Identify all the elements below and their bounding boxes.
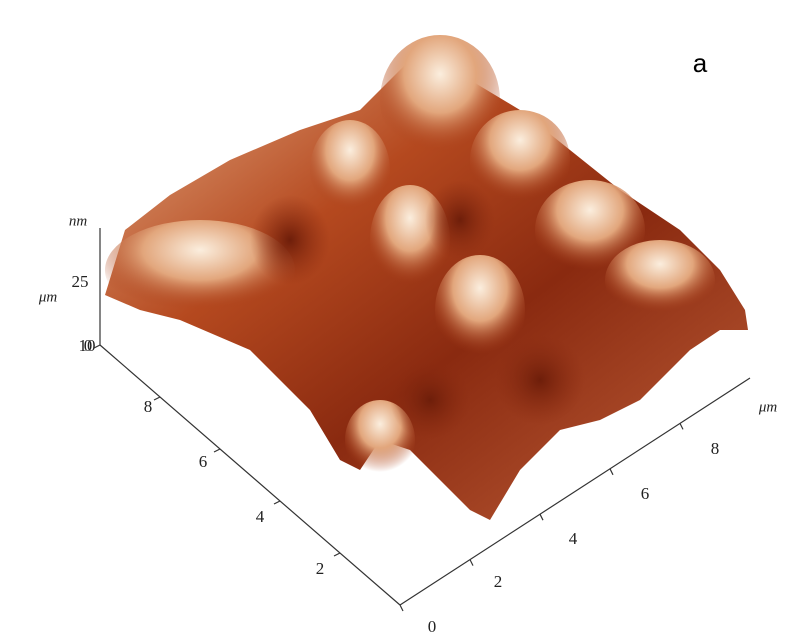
x-tick-label: 0 — [428, 617, 437, 636]
y-tick-label: 8 — [144, 397, 153, 416]
y-tick-label: 6 — [199, 452, 208, 471]
afm-figure: a nm μm μm 25010864202468 — [0, 0, 789, 639]
y-tick — [334, 553, 340, 556]
panel-label: a — [693, 48, 708, 78]
y-tick — [214, 449, 220, 452]
x-tick-label: 8 — [711, 439, 720, 458]
surface — [105, 35, 748, 520]
y-tick-label: 10 — [79, 336, 96, 355]
x-tick-label: 6 — [641, 484, 650, 503]
x-tick — [610, 469, 613, 475]
y-tick — [154, 397, 160, 400]
y-tick — [274, 501, 280, 504]
x-tick — [680, 423, 683, 429]
x-tick — [400, 605, 403, 611]
z-axis-unit: nm — [69, 213, 88, 229]
x-tick — [470, 560, 473, 566]
x-tick — [540, 514, 543, 520]
z-tick-label: 25 — [72, 272, 89, 291]
x-axis-unit: μm — [758, 399, 778, 415]
y-tick-label: 2 — [316, 559, 325, 578]
x-tick-label: 4 — [569, 529, 578, 548]
y-axis-unit: μm — [38, 289, 58, 305]
x-tick-label: 2 — [494, 572, 503, 591]
y-tick-label: 4 — [256, 507, 265, 526]
